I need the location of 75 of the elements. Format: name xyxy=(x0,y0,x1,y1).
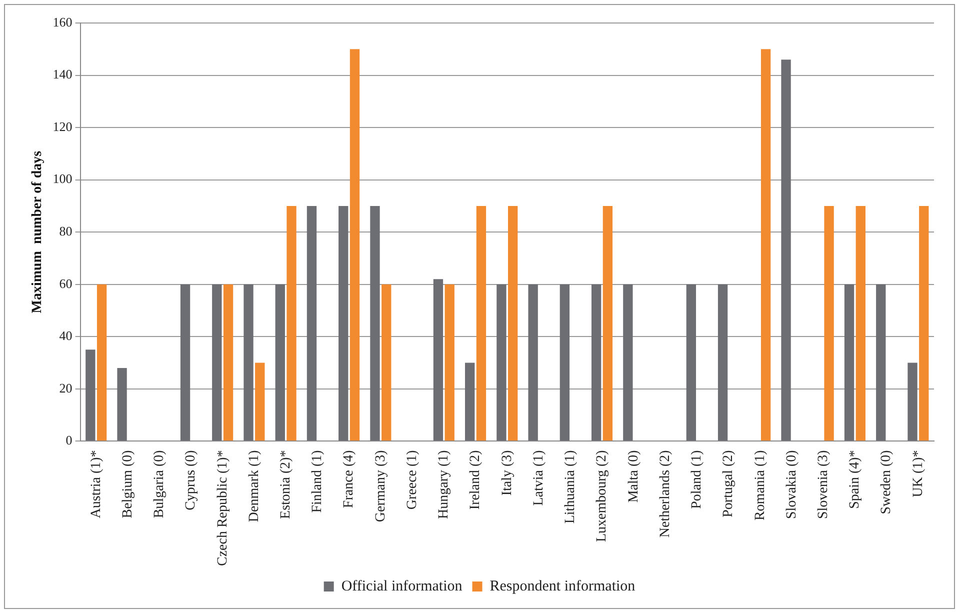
y-tick-label: 20 xyxy=(59,380,72,396)
bar xyxy=(760,49,771,441)
x-tick-label: Poland (1) xyxy=(690,450,705,509)
x-tick-label: Ireland (2) xyxy=(468,450,484,510)
x-tick-label: Lithuania (1) xyxy=(563,450,578,524)
x-tick-label: Malta (0) xyxy=(626,450,642,503)
x-tick-label: Czech Republic (1)* xyxy=(215,450,230,566)
bar xyxy=(444,284,454,441)
x-tick-label: Belgium (0) xyxy=(120,450,136,518)
legend-label: Respondent information xyxy=(490,578,636,594)
x-tick-label: France (4) xyxy=(342,450,357,508)
x-tick-label: Italy (3) xyxy=(500,450,515,496)
x-tick-label: Sweden (0) xyxy=(879,450,894,514)
bar xyxy=(286,206,296,441)
y-tick-label: 0 xyxy=(66,432,72,448)
bar xyxy=(117,368,127,441)
bar xyxy=(350,49,360,441)
bar xyxy=(908,362,918,441)
bar xyxy=(275,284,285,441)
bar xyxy=(508,206,518,441)
bar xyxy=(86,350,96,441)
bar xyxy=(781,60,791,441)
bar xyxy=(96,284,107,441)
x-tick-label: Netherlands (2) xyxy=(658,450,673,538)
bar xyxy=(476,206,486,441)
bar xyxy=(255,362,265,441)
x-tick-label: Finland (1) xyxy=(310,450,326,513)
bar xyxy=(560,284,570,441)
x-tick-label: Slovenia (3) xyxy=(816,450,832,519)
y-tick-label: 120 xyxy=(52,118,72,134)
bar xyxy=(382,284,392,441)
y-tick-label: 80 xyxy=(59,224,72,238)
bar xyxy=(919,206,929,441)
x-tick-label: Latvia (1) xyxy=(531,450,546,506)
bar xyxy=(212,284,222,441)
x-tick-label: Romania (1) xyxy=(752,450,768,521)
bar xyxy=(338,206,348,441)
bar xyxy=(433,279,444,441)
bar xyxy=(465,362,475,441)
bar xyxy=(718,284,728,441)
bar xyxy=(686,284,696,441)
bar xyxy=(602,206,613,441)
y-tick-label: 40 xyxy=(59,328,72,344)
bar xyxy=(623,284,633,441)
x-tick-label: Spain (4)* xyxy=(848,450,863,509)
y-tick-label: 100 xyxy=(52,171,72,186)
bar xyxy=(856,206,866,441)
y-tick-label: 160 xyxy=(52,14,72,30)
x-tick-label: Austria (1)* xyxy=(88,450,104,518)
x-tick-label: Portugal (2) xyxy=(721,450,736,518)
bar xyxy=(244,284,254,441)
x-tick-label: Cyprus (0) xyxy=(184,450,199,510)
bar xyxy=(591,284,602,441)
x-tick-label: Germany (3) xyxy=(373,450,388,522)
x-tick-label: Luxembourg (2) xyxy=(594,450,610,542)
bar xyxy=(306,206,317,441)
x-tick-label: Bulgaria (0) xyxy=(152,450,168,518)
bar xyxy=(824,206,834,441)
bar xyxy=(496,284,506,441)
bar xyxy=(528,284,538,441)
x-tick-label: Estonia (2)* xyxy=(278,450,294,519)
y-tick-label: 140 xyxy=(52,66,72,82)
bar xyxy=(876,284,886,441)
y-tick-label: 60 xyxy=(59,276,72,291)
x-tick-label: Greece (1) xyxy=(404,450,420,510)
bar xyxy=(180,284,190,441)
bar xyxy=(370,206,380,441)
x-tick-label: UK (1)* xyxy=(910,450,926,498)
y-axis-title: Maximum number of days xyxy=(30,150,46,314)
bar xyxy=(223,284,234,441)
x-tick-label: Hungary (1) xyxy=(436,450,452,519)
x-tick-label: Slovakia (0) xyxy=(784,450,800,519)
x-tick-label: Denmark (1) xyxy=(246,450,262,522)
bar xyxy=(844,284,854,441)
legend-label: Official information xyxy=(341,578,463,594)
